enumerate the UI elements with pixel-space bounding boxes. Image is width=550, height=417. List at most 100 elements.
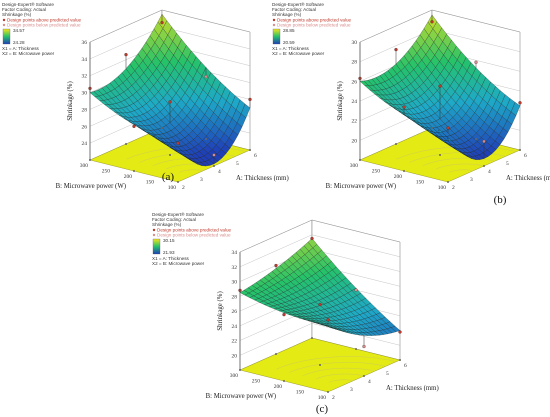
legend-software: Design-Expert® Software (272, 1, 324, 7)
y-tick-label: 250 (372, 169, 381, 175)
z-tick-label: 28 (352, 60, 358, 66)
design-point (204, 74, 208, 79)
z-axis-label: Shrinkage (%) (67, 81, 74, 120)
panel-label: (a) (162, 171, 175, 183)
z-tick-label: 22 (352, 119, 358, 125)
design-point (176, 141, 180, 145)
design-point-projection (275, 353, 277, 355)
y-tick-label: 200 (394, 174, 403, 180)
legend-x1: X1 = A: Thickness (2, 46, 40, 51)
z-tick-label: 24 (352, 99, 358, 105)
design-point-projection (447, 181, 449, 183)
design-point (132, 124, 136, 128)
design-point-projection (483, 165, 485, 167)
y-axis-label: B: Microwave power (W) (206, 393, 276, 400)
z-tick-label: 20 (352, 138, 358, 144)
y-axis-label: B: Microwave power (W) (56, 183, 126, 190)
x-axis-label: A: Thickness (mm) (386, 385, 439, 392)
legend-x1: X1 = A: Thickness (272, 46, 310, 51)
legend-low: 24.28 (13, 40, 25, 45)
floor-contour (329, 379, 354, 383)
design-point (482, 139, 486, 144)
design-point-projection (161, 127, 163, 129)
x-tick-label: 3 (350, 387, 353, 393)
design-point-projection (213, 165, 215, 167)
design-point (168, 100, 172, 104)
legend-x2: X2 = B: Microwave power (272, 51, 325, 56)
y-tick-label: 300 (350, 163, 359, 169)
z-tick-label: 30 (82, 91, 88, 97)
design-point (212, 153, 216, 157)
legend-above: Design points above predicted value (7, 18, 82, 23)
legend-low: 21.93 (163, 250, 175, 255)
x-axis-label: A: Thickness (mm) (506, 175, 550, 182)
point-below-icon (272, 23, 276, 27)
x-tick-label: 2 (182, 185, 185, 191)
chart-panel-a: Design-Expert® Software Factor Coding: Ac… (0, 0, 289, 205)
z-tick-label: 22 (232, 339, 238, 345)
design-point-projection (125, 143, 127, 145)
y-tick-label: 100 (438, 185, 447, 191)
x-tick-label: 4 (488, 169, 491, 175)
surface-cell (510, 102, 521, 116)
x-tick-label: 3 (470, 177, 473, 183)
legend-x2: X2 = B: Microwave power (152, 261, 205, 266)
y-axis-label: B: Microwave power (W) (326, 183, 396, 190)
design-point-projection (399, 359, 401, 361)
point-above-icon (272, 18, 276, 22)
z-axis-label: Shrinkage (%) (217, 291, 224, 330)
legend-above: Design points above predicted value (157, 228, 232, 233)
z-tick-label: 26 (232, 309, 238, 315)
floor-contour (289, 362, 386, 373)
panel-label: (c) (316, 403, 329, 415)
response-surface (359, 14, 521, 160)
legend-below: Design points below predicted value (277, 23, 351, 28)
point-below-icon (152, 233, 156, 237)
z-gridline (239, 219, 401, 253)
point-below-icon (2, 23, 6, 27)
z-tick-label: 36 (82, 40, 88, 46)
floor-contour (449, 169, 474, 173)
z-tick-label: 26 (82, 124, 88, 130)
x-tick-label: 4 (218, 169, 221, 175)
response-surface (89, 13, 251, 167)
legend-software: Design-Expert® Software (2, 1, 54, 7)
design-point (398, 330, 402, 334)
legend-coding: Factor Coding: Actual (272, 7, 316, 12)
x-tick-label: 6 (524, 153, 527, 159)
y-tick-label: 200 (124, 174, 133, 180)
design-point-projection (363, 375, 365, 377)
z-tick-label: 30 (352, 40, 358, 46)
y-tick-label: 300 (230, 373, 239, 379)
design-point (282, 312, 286, 317)
z-gridline (239, 323, 401, 356)
panel-label: (b) (494, 194, 507, 206)
z-tick-label: 28 (82, 107, 88, 113)
x-tick-label: 2 (452, 185, 455, 191)
floor-contour (179, 169, 204, 173)
legend-high: 34.57 (13, 28, 25, 33)
chart-panel-c: Design-Expert® Software Factor Coding: Ac… (150, 210, 439, 415)
x-tick-label: 4 (368, 379, 371, 385)
y-tick-label: 250 (102, 169, 111, 175)
z-tick-label: 32 (82, 74, 88, 80)
design-point (394, 47, 398, 52)
design-point (446, 126, 450, 130)
design-point-projection (395, 143, 397, 145)
design-point-projection (319, 364, 321, 366)
x-tick-label: 3 (200, 177, 203, 183)
y-tick-label: 200 (274, 384, 283, 390)
z-tick-label: 20 (232, 353, 238, 359)
z-tick-label: 34 (82, 57, 88, 63)
design-point (318, 302, 322, 307)
legend-x1: X1 = A: Thickness (152, 256, 190, 261)
design-point (354, 288, 358, 292)
z-tick-label: 34 (232, 250, 238, 256)
design-point (518, 101, 522, 105)
design-point (438, 84, 442, 88)
x-axis-label: A: Thickness (mm) (236, 175, 289, 182)
legend-below: Design points below predicted value (7, 23, 81, 28)
design-point (474, 60, 478, 64)
